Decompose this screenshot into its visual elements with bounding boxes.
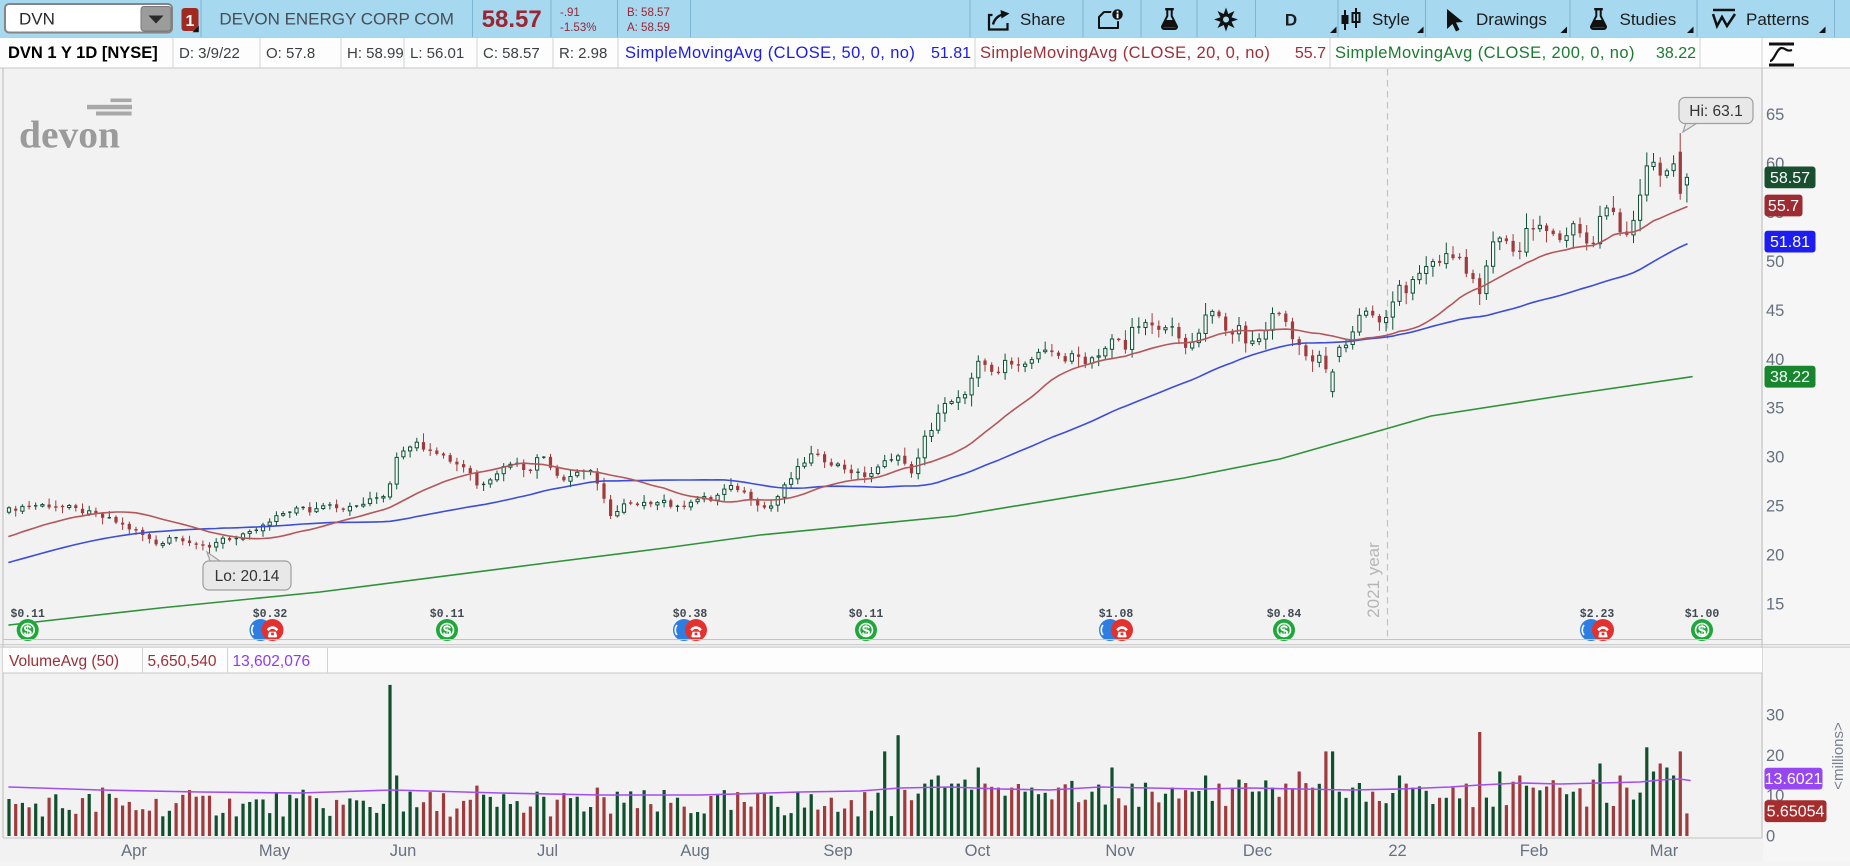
svg-text:45: 45 (1766, 302, 1784, 320)
svg-text:35: 35 (1766, 400, 1784, 418)
svg-text:DVN 1 Y 1D [NYSE]: DVN 1 Y 1D [NYSE] (8, 44, 158, 62)
svg-text:-.91: -.91 (560, 7, 580, 19)
svg-text:$0.11: $0.11 (10, 608, 45, 621)
svg-text:50: 50 (1766, 253, 1784, 271)
svg-text:$2.23: $2.23 (1580, 608, 1615, 621)
svg-text:$: $ (1280, 623, 1289, 640)
svg-text:A: 58.59: A: 58.59 (627, 22, 670, 34)
svg-text:13,602,076: 13,602,076 (233, 653, 311, 670)
svg-text:38.22: 38.22 (1770, 369, 1810, 386)
svg-text:2021 year: 2021 year (1364, 542, 1383, 618)
svg-text:$0.11: $0.11 (430, 608, 465, 621)
svg-text:SimpleMovingAvg (CLOSE, 50, 0,: SimpleMovingAvg (CLOSE, 50, 0, no) (625, 44, 915, 62)
svg-text:SimpleMovingAvg (CLOSE, 200, 0: SimpleMovingAvg (CLOSE, 200, 0, no) (1335, 44, 1635, 62)
svg-text:DEVON ENERGY CORP COM: DEVON ENERGY CORP COM (219, 10, 454, 29)
svg-text:1: 1 (186, 13, 195, 30)
svg-text:Style: Style (1372, 10, 1410, 29)
svg-text:38.22: 38.22 (1656, 45, 1696, 62)
svg-text:$0.38: $0.38 (673, 608, 708, 621)
svg-text:Jun: Jun (390, 842, 417, 860)
svg-text:Dec: Dec (1243, 842, 1272, 860)
svg-text:65: 65 (1766, 106, 1784, 124)
svg-text:Oct: Oct (965, 842, 991, 860)
svg-text:55.7: 55.7 (1295, 45, 1326, 62)
svg-text:DVN: DVN (19, 10, 55, 29)
svg-text:$1.00: $1.00 (1685, 608, 1720, 621)
svg-text:Drawings: Drawings (1476, 10, 1547, 29)
svg-text:B: 58.57: B: 58.57 (627, 7, 670, 19)
svg-text:Patterns: Patterns (1746, 10, 1809, 29)
svg-text:C: 58.57: C: 58.57 (483, 45, 540, 62)
svg-text:Sep: Sep (823, 842, 852, 860)
svg-text:devon: devon (19, 113, 120, 157)
svg-text:0: 0 (1766, 828, 1775, 846)
svg-text:51.81: 51.81 (931, 45, 971, 62)
svg-text:22: 22 (1388, 842, 1406, 860)
svg-text:Feb: Feb (1520, 842, 1548, 860)
svg-text:Share: Share (1020, 10, 1065, 29)
svg-text:$0.11: $0.11 (849, 608, 884, 621)
svg-text:D: D (1285, 11, 1297, 30)
svg-text:30: 30 (1766, 707, 1784, 725)
svg-text:SimpleMovingAvg (CLOSE, 20, 0,: SimpleMovingAvg (CLOSE, 20, 0, no) (980, 44, 1270, 62)
svg-text:58.57: 58.57 (482, 6, 542, 33)
svg-text:$: $ (443, 623, 452, 640)
svg-text:Studies: Studies (1620, 10, 1677, 29)
svg-text:$1.08: $1.08 (1099, 608, 1134, 621)
svg-text:Apr: Apr (121, 842, 147, 860)
svg-text:Jul: Jul (537, 842, 558, 860)
svg-text:40: 40 (1766, 351, 1784, 369)
svg-text:Mar: Mar (1650, 842, 1679, 860)
svg-text:H: 58.99: H: 58.99 (347, 45, 404, 62)
svg-text:13.6021: 13.6021 (1765, 771, 1823, 788)
svg-text:-1.53%: -1.53% (560, 22, 596, 34)
svg-text:30: 30 (1766, 449, 1784, 467)
svg-text:15: 15 (1766, 596, 1784, 614)
svg-text:58.57: 58.57 (1770, 170, 1810, 187)
svg-text:May: May (259, 842, 291, 860)
svg-text:O: 57.8: O: 57.8 (266, 45, 315, 62)
svg-text:L: 56.01: L: 56.01 (410, 45, 464, 62)
svg-text:VolumeAvg (50): VolumeAvg (50) (9, 653, 119, 670)
svg-text:$: $ (24, 623, 33, 640)
svg-text:Lo: 20.14: Lo: 20.14 (215, 568, 280, 585)
svg-text:$: $ (1698, 623, 1707, 640)
svg-text:Nov: Nov (1105, 842, 1135, 860)
svg-text:$0.84: $0.84 (1267, 608, 1302, 621)
svg-text:51.81: 51.81 (1770, 234, 1810, 251)
svg-text:Aug: Aug (680, 842, 709, 860)
svg-text:25: 25 (1766, 498, 1784, 516)
svg-text:D: 3/9/22: D: 3/9/22 (179, 45, 240, 62)
svg-text:5,650,540: 5,650,540 (148, 653, 217, 670)
svg-text:$: $ (862, 623, 871, 640)
svg-text:5.65054: 5.65054 (1767, 804, 1825, 821)
svg-text:$0.32: $0.32 (253, 608, 288, 621)
svg-text:55.7: 55.7 (1768, 198, 1799, 215)
svg-text:Hi: 63.1: Hi: 63.1 (1689, 103, 1742, 120)
svg-text:20: 20 (1766, 747, 1784, 765)
svg-text:20: 20 (1766, 547, 1784, 565)
svg-text:<millions>: <millions> (1830, 722, 1847, 790)
svg-text:R: 2.98: R: 2.98 (559, 45, 607, 62)
